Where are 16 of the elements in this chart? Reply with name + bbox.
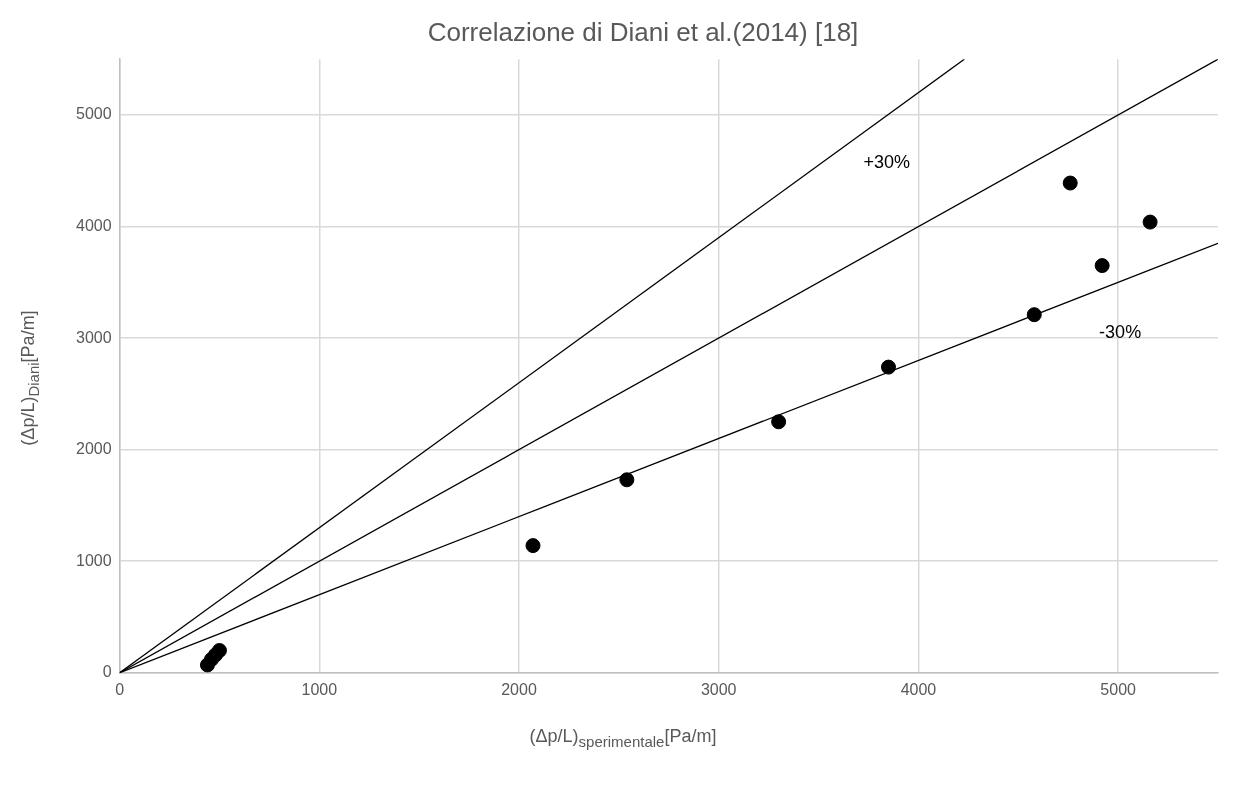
- x-tick-label: 4000: [900, 680, 937, 698]
- y-tick-label: 0: [102, 663, 112, 681]
- chart-title: Correlazione di Diani et al.(2014) [18]: [427, 16, 859, 47]
- y-tick-label: 4000: [76, 216, 112, 234]
- x-tick-label: 3000: [700, 680, 737, 698]
- y-tick-label: 3000: [76, 328, 112, 346]
- x-tick-label: 2000: [501, 680, 537, 698]
- series-label: -30%: [1099, 321, 1142, 342]
- series-label: +30%: [863, 152, 911, 173]
- y-tick-label: 1000: [76, 551, 112, 569]
- y-tick-label: 2000: [76, 440, 112, 458]
- y-tick-label: 5000: [76, 105, 112, 123]
- x-tick-label: 5000: [1100, 680, 1137, 698]
- x-tick-label: 1000: [301, 680, 338, 698]
- x-axis-title: (Δp/L)$_{sperimentale}$[Pa/m]: [528, 726, 718, 750]
- x-tick-label: 0: [115, 680, 125, 698]
